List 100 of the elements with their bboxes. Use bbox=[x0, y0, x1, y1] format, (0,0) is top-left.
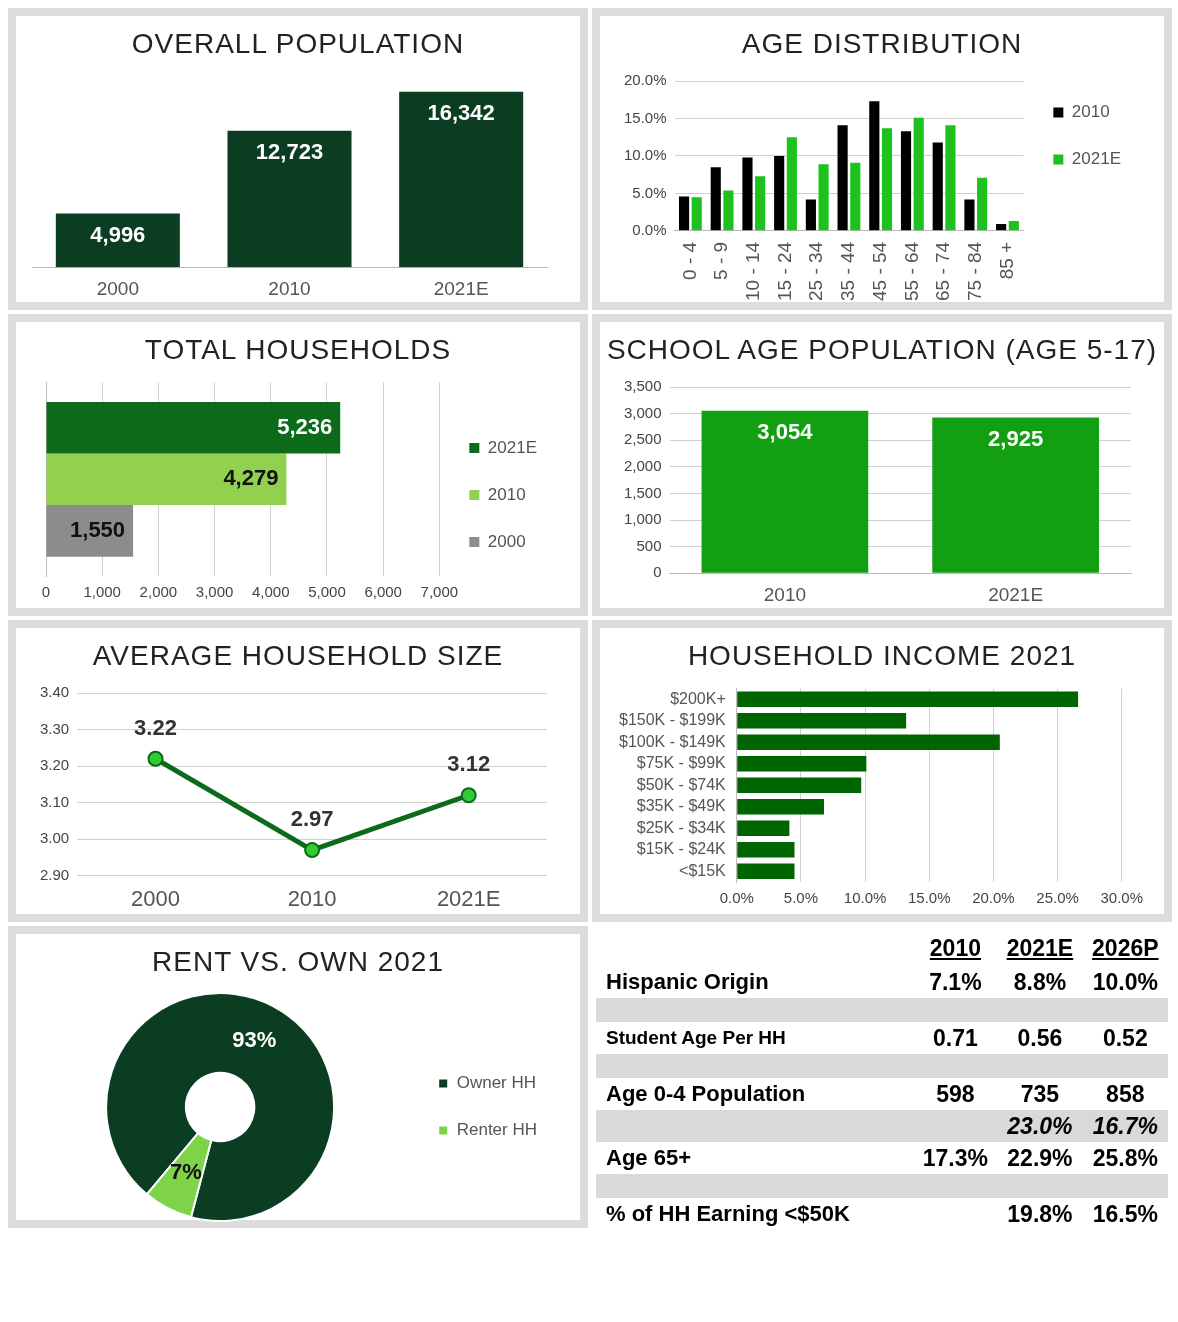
legend-label: 2000 bbox=[487, 531, 526, 551]
data-label: 7% bbox=[170, 1158, 202, 1184]
data-label: 2,925 bbox=[988, 425, 1044, 451]
y-tick-label: $15K - $24K bbox=[636, 840, 727, 858]
y-tick-label: 3.20 bbox=[39, 756, 70, 774]
x-tick-label: 3,000 bbox=[195, 583, 234, 601]
y-tick-label: 3,000 bbox=[623, 403, 662, 421]
x-tick-label: 0 - 4 bbox=[678, 241, 700, 280]
text: 735 bbox=[1020, 1080, 1060, 1107]
category-label: % of HH Earning <$50K bbox=[606, 1201, 850, 1226]
bar bbox=[977, 177, 988, 231]
category-label: 2021E bbox=[1005, 933, 1075, 963]
bar bbox=[945, 125, 956, 231]
point bbox=[460, 787, 477, 804]
category-label: Age 65+ bbox=[606, 1145, 691, 1170]
x-tick-label: 25 - 34 bbox=[805, 241, 827, 301]
y-tick-label: 0.0% bbox=[632, 220, 667, 238]
y-tick-label: 2,500 bbox=[623, 430, 662, 448]
x-tick-label: 30.0% bbox=[1100, 889, 1144, 907]
x-tick-label: 5 - 9 bbox=[710, 241, 732, 280]
text: 10.0% bbox=[1092, 968, 1158, 995]
data-label: 4,996 bbox=[90, 221, 146, 247]
bar bbox=[805, 199, 816, 231]
text: 0.52 bbox=[1102, 1024, 1148, 1051]
text: 25.8% bbox=[1092, 1144, 1158, 1171]
x-tick-label: 2021E bbox=[436, 885, 501, 911]
y-tick-label: $50K - $74K bbox=[636, 775, 727, 793]
x-tick-label: 2010 bbox=[287, 885, 337, 911]
bar bbox=[913, 117, 924, 231]
x-tick-label: 2021E bbox=[988, 583, 1044, 605]
bar bbox=[869, 101, 880, 231]
y-tick-label: 0 bbox=[653, 563, 662, 581]
x-tick-label: 65 - 74 bbox=[932, 241, 954, 301]
y-tick-label: $35K - $49K bbox=[636, 797, 727, 815]
y-tick-label: 3,500 bbox=[623, 377, 662, 395]
text: 22.9% bbox=[1007, 1144, 1073, 1171]
category-label: 2026P bbox=[1091, 933, 1160, 963]
x-tick-label: 15.0% bbox=[907, 889, 951, 907]
data-label: 4,279 bbox=[223, 465, 279, 491]
bar bbox=[837, 125, 848, 231]
y-tick-label: $150K - $199K bbox=[619, 711, 727, 729]
legend-label: Owner HH bbox=[456, 1073, 537, 1093]
chart-title: HOUSEHOLD INCOME 2021 bbox=[686, 640, 1078, 672]
bar bbox=[737, 691, 1079, 708]
text: 858 bbox=[1106, 1080, 1145, 1107]
text: 0.56 bbox=[1017, 1024, 1063, 1051]
bar bbox=[774, 155, 785, 231]
x-tick-label: 0.0% bbox=[719, 889, 754, 907]
y-tick-label: 15.0% bbox=[623, 108, 667, 126]
point bbox=[147, 750, 164, 767]
category-label: Student Age Per HH bbox=[606, 1027, 786, 1048]
data-label: 1,550 bbox=[70, 516, 126, 542]
chart-title: AVERAGE HOUSEHOLD SIZE bbox=[91, 640, 505, 672]
category-label: Age 0-4 Population bbox=[606, 1081, 806, 1106]
point bbox=[304, 842, 321, 859]
bar bbox=[755, 176, 766, 231]
x-tick-label: 6,000 bbox=[364, 583, 402, 601]
bar bbox=[932, 142, 943, 231]
text: 23.0% bbox=[1007, 1112, 1073, 1139]
bar bbox=[900, 131, 912, 231]
bar bbox=[678, 196, 690, 231]
y-tick-label: 3.30 bbox=[39, 719, 70, 737]
x-tick-label: 45 - 54 bbox=[868, 241, 890, 301]
x-tick-label: 10.0% bbox=[843, 889, 887, 907]
bar bbox=[46, 401, 341, 454]
bar bbox=[850, 162, 861, 231]
data-label: 16,342 bbox=[427, 99, 495, 125]
x-tick-label: 2021E bbox=[433, 277, 489, 299]
x-tick-label: 2000 bbox=[96, 277, 139, 299]
bar bbox=[737, 863, 795, 880]
bar bbox=[737, 713, 907, 729]
data-label: 3.22 bbox=[134, 714, 177, 740]
data-label: 2.97 bbox=[290, 806, 334, 832]
x-tick-label: 1,000 bbox=[83, 583, 121, 601]
x-tick-label: 10 - 14 bbox=[742, 241, 764, 301]
bar bbox=[691, 197, 702, 231]
x-tick-label: 85 + bbox=[995, 241, 1017, 280]
x-tick-label: 4,000 bbox=[251, 583, 290, 601]
y-tick-label: 2.90 bbox=[39, 865, 70, 883]
bar bbox=[742, 157, 753, 231]
bar bbox=[723, 190, 734, 231]
bar bbox=[710, 167, 721, 231]
bar bbox=[737, 799, 825, 815]
y-tick-label: 2,000 bbox=[623, 456, 662, 474]
y-tick-label: 3.00 bbox=[39, 829, 70, 847]
x-tick-label: 55 - 64 bbox=[900, 241, 922, 301]
x-tick-label: 15 - 24 bbox=[773, 241, 795, 301]
x-tick-label: 2010 bbox=[763, 583, 807, 605]
data-label: 3.12 bbox=[447, 751, 491, 777]
bar bbox=[818, 164, 829, 231]
x-tick-label: 5,000 bbox=[308, 583, 346, 601]
y-tick-label: 10.0% bbox=[623, 146, 667, 164]
chart-title: AGE DISTRIBUTION bbox=[740, 28, 1024, 60]
text: 16.7% bbox=[1092, 1112, 1158, 1139]
x-tick-label: 35 - 44 bbox=[837, 241, 859, 301]
y-tick-label: 5.0% bbox=[632, 183, 667, 201]
bar bbox=[737, 734, 1000, 751]
y-tick-label: $100K - $149K bbox=[619, 732, 727, 750]
bar bbox=[737, 756, 867, 772]
legend-label: 2021E bbox=[1071, 149, 1122, 169]
